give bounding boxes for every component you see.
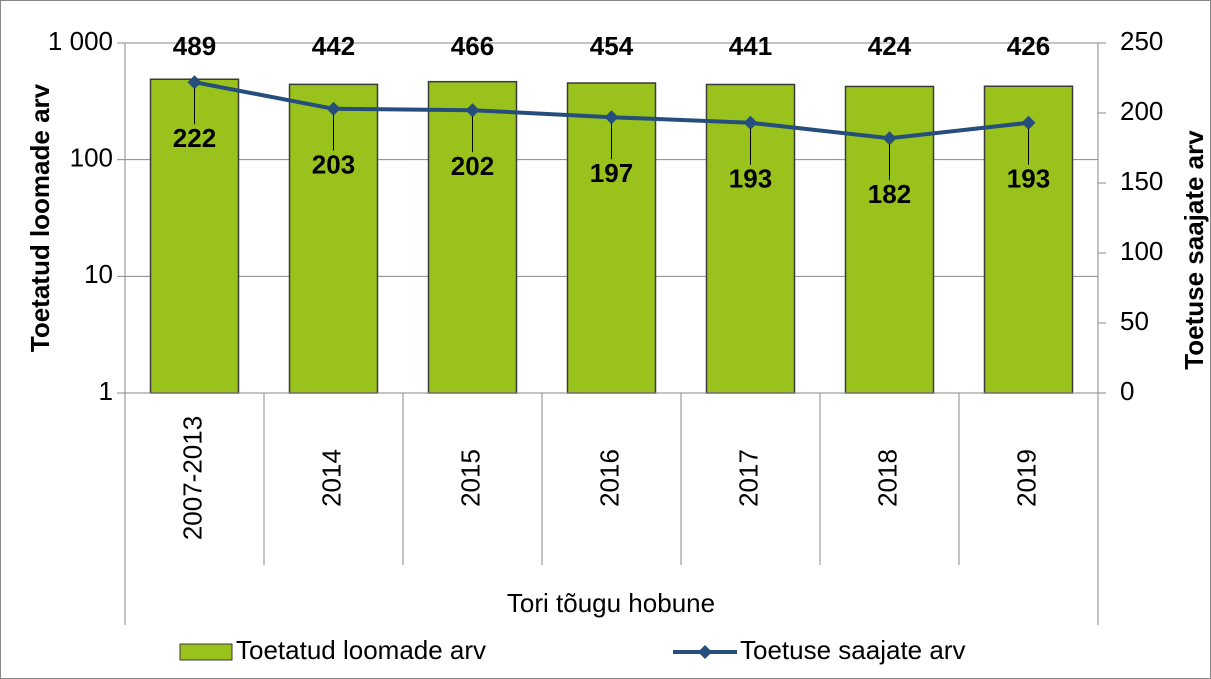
bar-value-label: 424 (868, 31, 912, 61)
bar-value-label: 442 (312, 31, 355, 61)
y-tick-label: 1 000 (48, 26, 113, 56)
y2-axis-title: Toetuse saajate arv (1179, 130, 1209, 370)
y2-tick-label: 150 (1120, 166, 1163, 196)
x-tick-label: 2016 (594, 449, 624, 507)
x-tick-label: 2017 (733, 449, 763, 507)
line-marker (465, 103, 480, 118)
legend-swatch (179, 643, 233, 661)
line-marker (1021, 115, 1036, 130)
line-value-label: 182 (868, 179, 911, 209)
line-marker (326, 101, 341, 116)
y-tick-label: 100 (70, 143, 113, 173)
line-marker (882, 131, 897, 146)
line-value-label: 197 (590, 158, 633, 188)
y-axis-title: Toetatud loomade arv (25, 83, 55, 352)
legend-marker (698, 645, 712, 659)
legend-label: Toetatud loomade arv (236, 635, 486, 665)
bar-value-label: 466 (451, 31, 494, 61)
x-tick-label: 2014 (316, 449, 346, 507)
y-tick-label: 1 (99, 376, 113, 406)
x-tick-label: 2007-2013 (177, 416, 207, 540)
x-tick-label: 2018 (872, 449, 902, 507)
bar-value-label: 426 (1007, 31, 1050, 61)
y2-tick-label: 50 (1120, 306, 1149, 336)
line-value-label: 193 (729, 164, 772, 194)
bar-value-label: 489 (173, 31, 216, 61)
legend-label: Toetuse saajate arv (740, 635, 965, 665)
y2-tick-label: 100 (1120, 236, 1163, 266)
bar-value-label: 441 (729, 31, 772, 61)
y2-tick-label: 250 (1120, 26, 1163, 56)
line-value-label: 193 (1007, 164, 1050, 194)
y2-tick-label: 0 (1120, 376, 1134, 406)
x-group-label: Tori tõugu hobune (507, 588, 715, 618)
line-marker (604, 110, 619, 125)
line-value-label: 203 (312, 150, 355, 180)
line-value-label: 202 (451, 151, 494, 181)
line-marker (187, 75, 202, 90)
x-tick-label: 2015 (455, 449, 485, 507)
line-marker (743, 115, 758, 130)
y-tick-label: 10 (84, 259, 113, 289)
line-value-label: 222 (173, 123, 216, 153)
bar-value-label: 454 (590, 31, 634, 61)
y2-tick-label: 200 (1120, 96, 1163, 126)
x-tick-label: 2019 (1011, 449, 1041, 507)
